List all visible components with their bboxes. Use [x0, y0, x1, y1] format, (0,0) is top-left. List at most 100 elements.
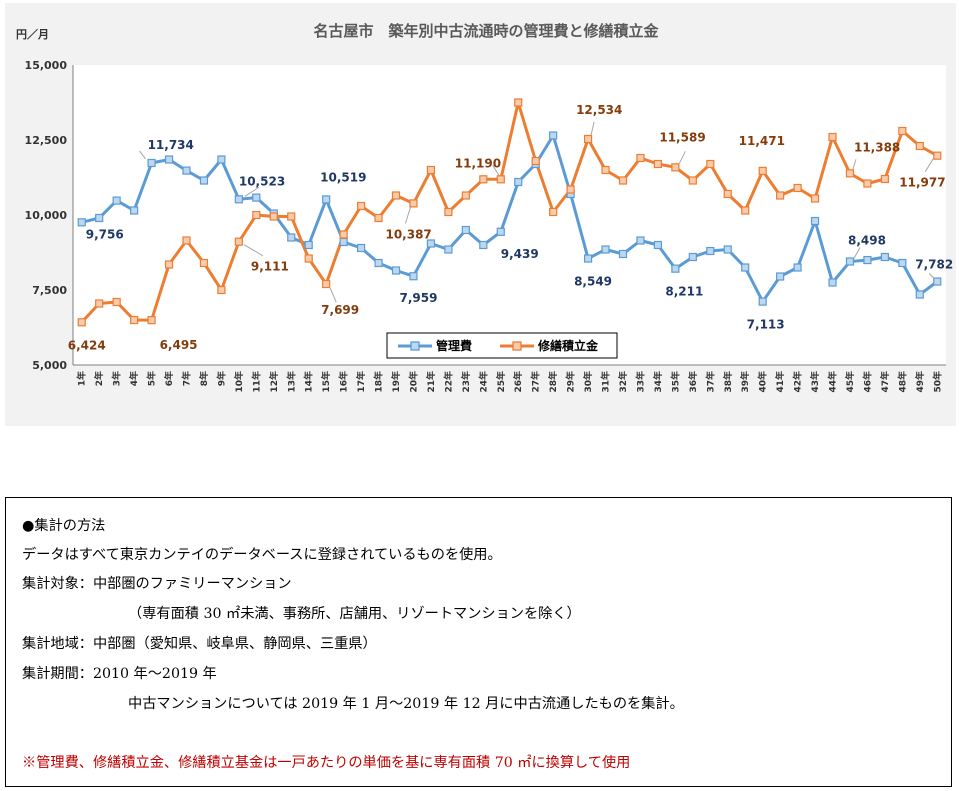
y-tick-labels: 5,000 7,500 10,000 12,500 15,000 [25, 59, 68, 372]
x-tick-labels: 1年 2年 3年 4年 5年 6年 7年 8年 9年 10年 11年 12年 13年 14年 15年 16年 1… [76, 371, 944, 393]
data-label-repair-reserve: 11,190 [455, 156, 501, 170]
notes-warning: ※管理費、修繕積立金、修繕積立基金は一戸あたりの単価を基に専有面積 70 ㎡に換… [22, 755, 631, 771]
point-mgmt-fee [828, 278, 837, 287]
x-tick-label: 6年 [163, 371, 175, 386]
point-mgmt-fee [793, 263, 802, 272]
x-tick-label: 31年 [600, 371, 612, 393]
data-label-repair-reserve: 10,387 [385, 227, 431, 241]
x-tick-label: 40年 [757, 371, 769, 393]
x-tick-label: 47年 [879, 371, 891, 393]
x-tick-label: 4年 [128, 371, 140, 386]
x-tick-label: 17年 [355, 371, 367, 393]
legend-mgmt-marker [410, 341, 420, 351]
point-repair-reserve [583, 134, 593, 144]
point-mgmt-fee [444, 245, 453, 254]
point-mgmt-fee [863, 255, 872, 265]
data-label-mgmt-fee: 10,523 [239, 174, 285, 188]
point-mgmt-fee [514, 177, 523, 187]
point-repair-reserve [688, 176, 697, 185]
data-label-repair-reserve: 6,495 [160, 338, 198, 352]
series-layer [77, 98, 942, 327]
x-tick-label: 38年 [722, 371, 734, 393]
point-repair-reserve [863, 179, 872, 188]
legend: 管理費 修繕積立金 [386, 332, 618, 359]
data-label-mgmt-fee: 10,519 [320, 170, 366, 184]
point-repair-reserve [217, 285, 226, 295]
notes-area: 集計地域：中部圏（愛知県、岐阜県、静岡県、三重県） [22, 636, 377, 652]
x-tick-label: 29年 [565, 371, 577, 393]
point-repair-reserve [618, 176, 628, 185]
x-tick-label: 34年 [652, 371, 664, 393]
legend-mgmt-label: 管理費 [436, 338, 472, 353]
point-repair-reserve [409, 199, 418, 208]
point-repair-reserve [828, 132, 837, 142]
label-leader-line [928, 273, 935, 279]
data-label-mgmt-fee: 9,439 [501, 247, 539, 261]
x-tick-label: 39年 [739, 371, 751, 393]
point-repair-reserve [182, 236, 191, 245]
point-repair-reserve [636, 153, 645, 163]
x-tick-label: 46年 [861, 371, 873, 393]
point-repair-reserve [426, 165, 436, 175]
x-tick-label: 8年 [198, 371, 210, 386]
x-tick-label: 9年 [215, 371, 227, 386]
x-tick-label: 1年 [76, 371, 88, 386]
point-mgmt-fee [845, 257, 855, 266]
x-tick-label: 14年 [303, 371, 315, 393]
data-label-repair-reserve: 9,111 [251, 260, 289, 274]
point-repair-reserve [77, 318, 86, 327]
x-tick-label: 28年 [547, 371, 559, 393]
point-mgmt-fee [234, 195, 243, 204]
point-mgmt-fee [252, 193, 261, 202]
point-mgmt-fee [199, 176, 209, 185]
point-mgmt-fee [706, 246, 715, 256]
chart-title: 名古屋市 築年別中古流通時の管理費と修繕積立金 [313, 22, 659, 40]
x-tick-label: 25年 [495, 371, 507, 393]
point-mgmt-fee [356, 243, 366, 253]
point-repair-reserve [479, 175, 488, 184]
point-repair-reserve [933, 151, 942, 160]
x-tick-label: 48年 [896, 371, 908, 393]
point-repair-reserve [845, 169, 855, 178]
x-tick-label: 5年 [146, 371, 158, 386]
point-mgmt-fee [77, 218, 86, 227]
data-label-repair-reserve: 11,388 [854, 140, 900, 154]
y-tick-label: 12,500 [25, 134, 68, 147]
point-repair-reserve [653, 159, 663, 169]
data-label-repair-reserve: 12,534 [576, 103, 622, 117]
point-repair-reserve [793, 183, 802, 193]
y-tick-label: 10,000 [25, 209, 68, 222]
point-mgmt-fee [391, 266, 401, 275]
point-mgmt-fee [304, 240, 313, 250]
point-mgmt-fee [217, 155, 226, 164]
point-mgmt-fee [130, 206, 139, 215]
data-label-repair-reserve: 7,699 [321, 303, 359, 317]
legend-rep-marker [512, 341, 522, 351]
point-repair-reserve [514, 98, 523, 107]
x-tick-label: 13年 [285, 371, 297, 393]
label-leader-line [678, 151, 686, 164]
point-repair-reserve [304, 254, 313, 263]
x-tick-label: 50年 [931, 371, 943, 393]
point-repair-reserve [234, 237, 243, 246]
notes-target: 集計対象：中部圏のファミリーマンション [22, 576, 292, 592]
point-repair-reserve [95, 299, 104, 308]
label-leader-line [852, 159, 857, 170]
point-mgmt-fee [776, 272, 785, 281]
point-mgmt-fee [601, 245, 610, 254]
point-repair-reserve [391, 191, 401, 200]
label-leader-line [243, 244, 264, 257]
x-tick-label: 49年 [914, 371, 926, 393]
point-repair-reserve [269, 212, 278, 221]
point-mgmt-fee [374, 258, 383, 268]
point-mgmt-fee [287, 233, 296, 242]
point-mgmt-fee [479, 240, 488, 250]
point-repair-reserve [496, 175, 505, 184]
data-label-mgmt-fee: 8,211 [665, 285, 703, 299]
point-repair-reserve [112, 297, 121, 307]
x-tick-label: 12年 [268, 371, 280, 393]
point-mgmt-fee [461, 225, 470, 235]
point-repair-reserve [199, 258, 209, 268]
x-tick-label: 44年 [827, 371, 839, 393]
data-label-repair-reserve: 6,424 [68, 338, 106, 352]
